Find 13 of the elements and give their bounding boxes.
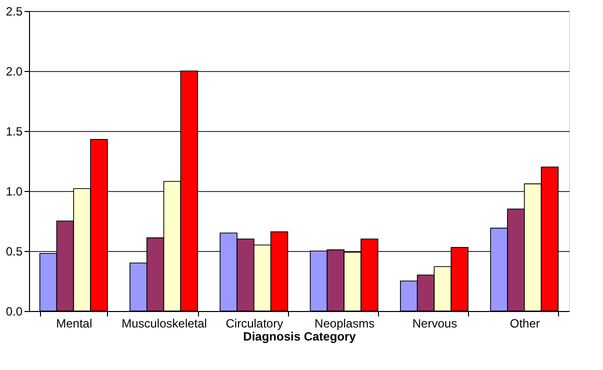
y-tick-label: 0.5	[6, 244, 23, 258]
x-tick-label: Other	[510, 316, 540, 330]
x-tick-label: Circulatory	[226, 316, 284, 330]
x-tick-label: Mental	[56, 316, 92, 330]
x-tick-label: Neoplasms	[314, 316, 375, 330]
y-tick-label: 1.0	[6, 184, 23, 198]
x-tick-label: Nervous	[412, 316, 458, 330]
y-tick-label: 2.0	[6, 64, 23, 78]
x-axis-title: Diagnosis Category	[243, 330, 356, 344]
x-tick-label: Musculoskeletal	[122, 316, 207, 330]
y-tick-label: 2.5	[6, 4, 23, 18]
y-tick-label: 1.5	[6, 124, 23, 138]
y-tick-label: 0.0	[6, 304, 23, 318]
